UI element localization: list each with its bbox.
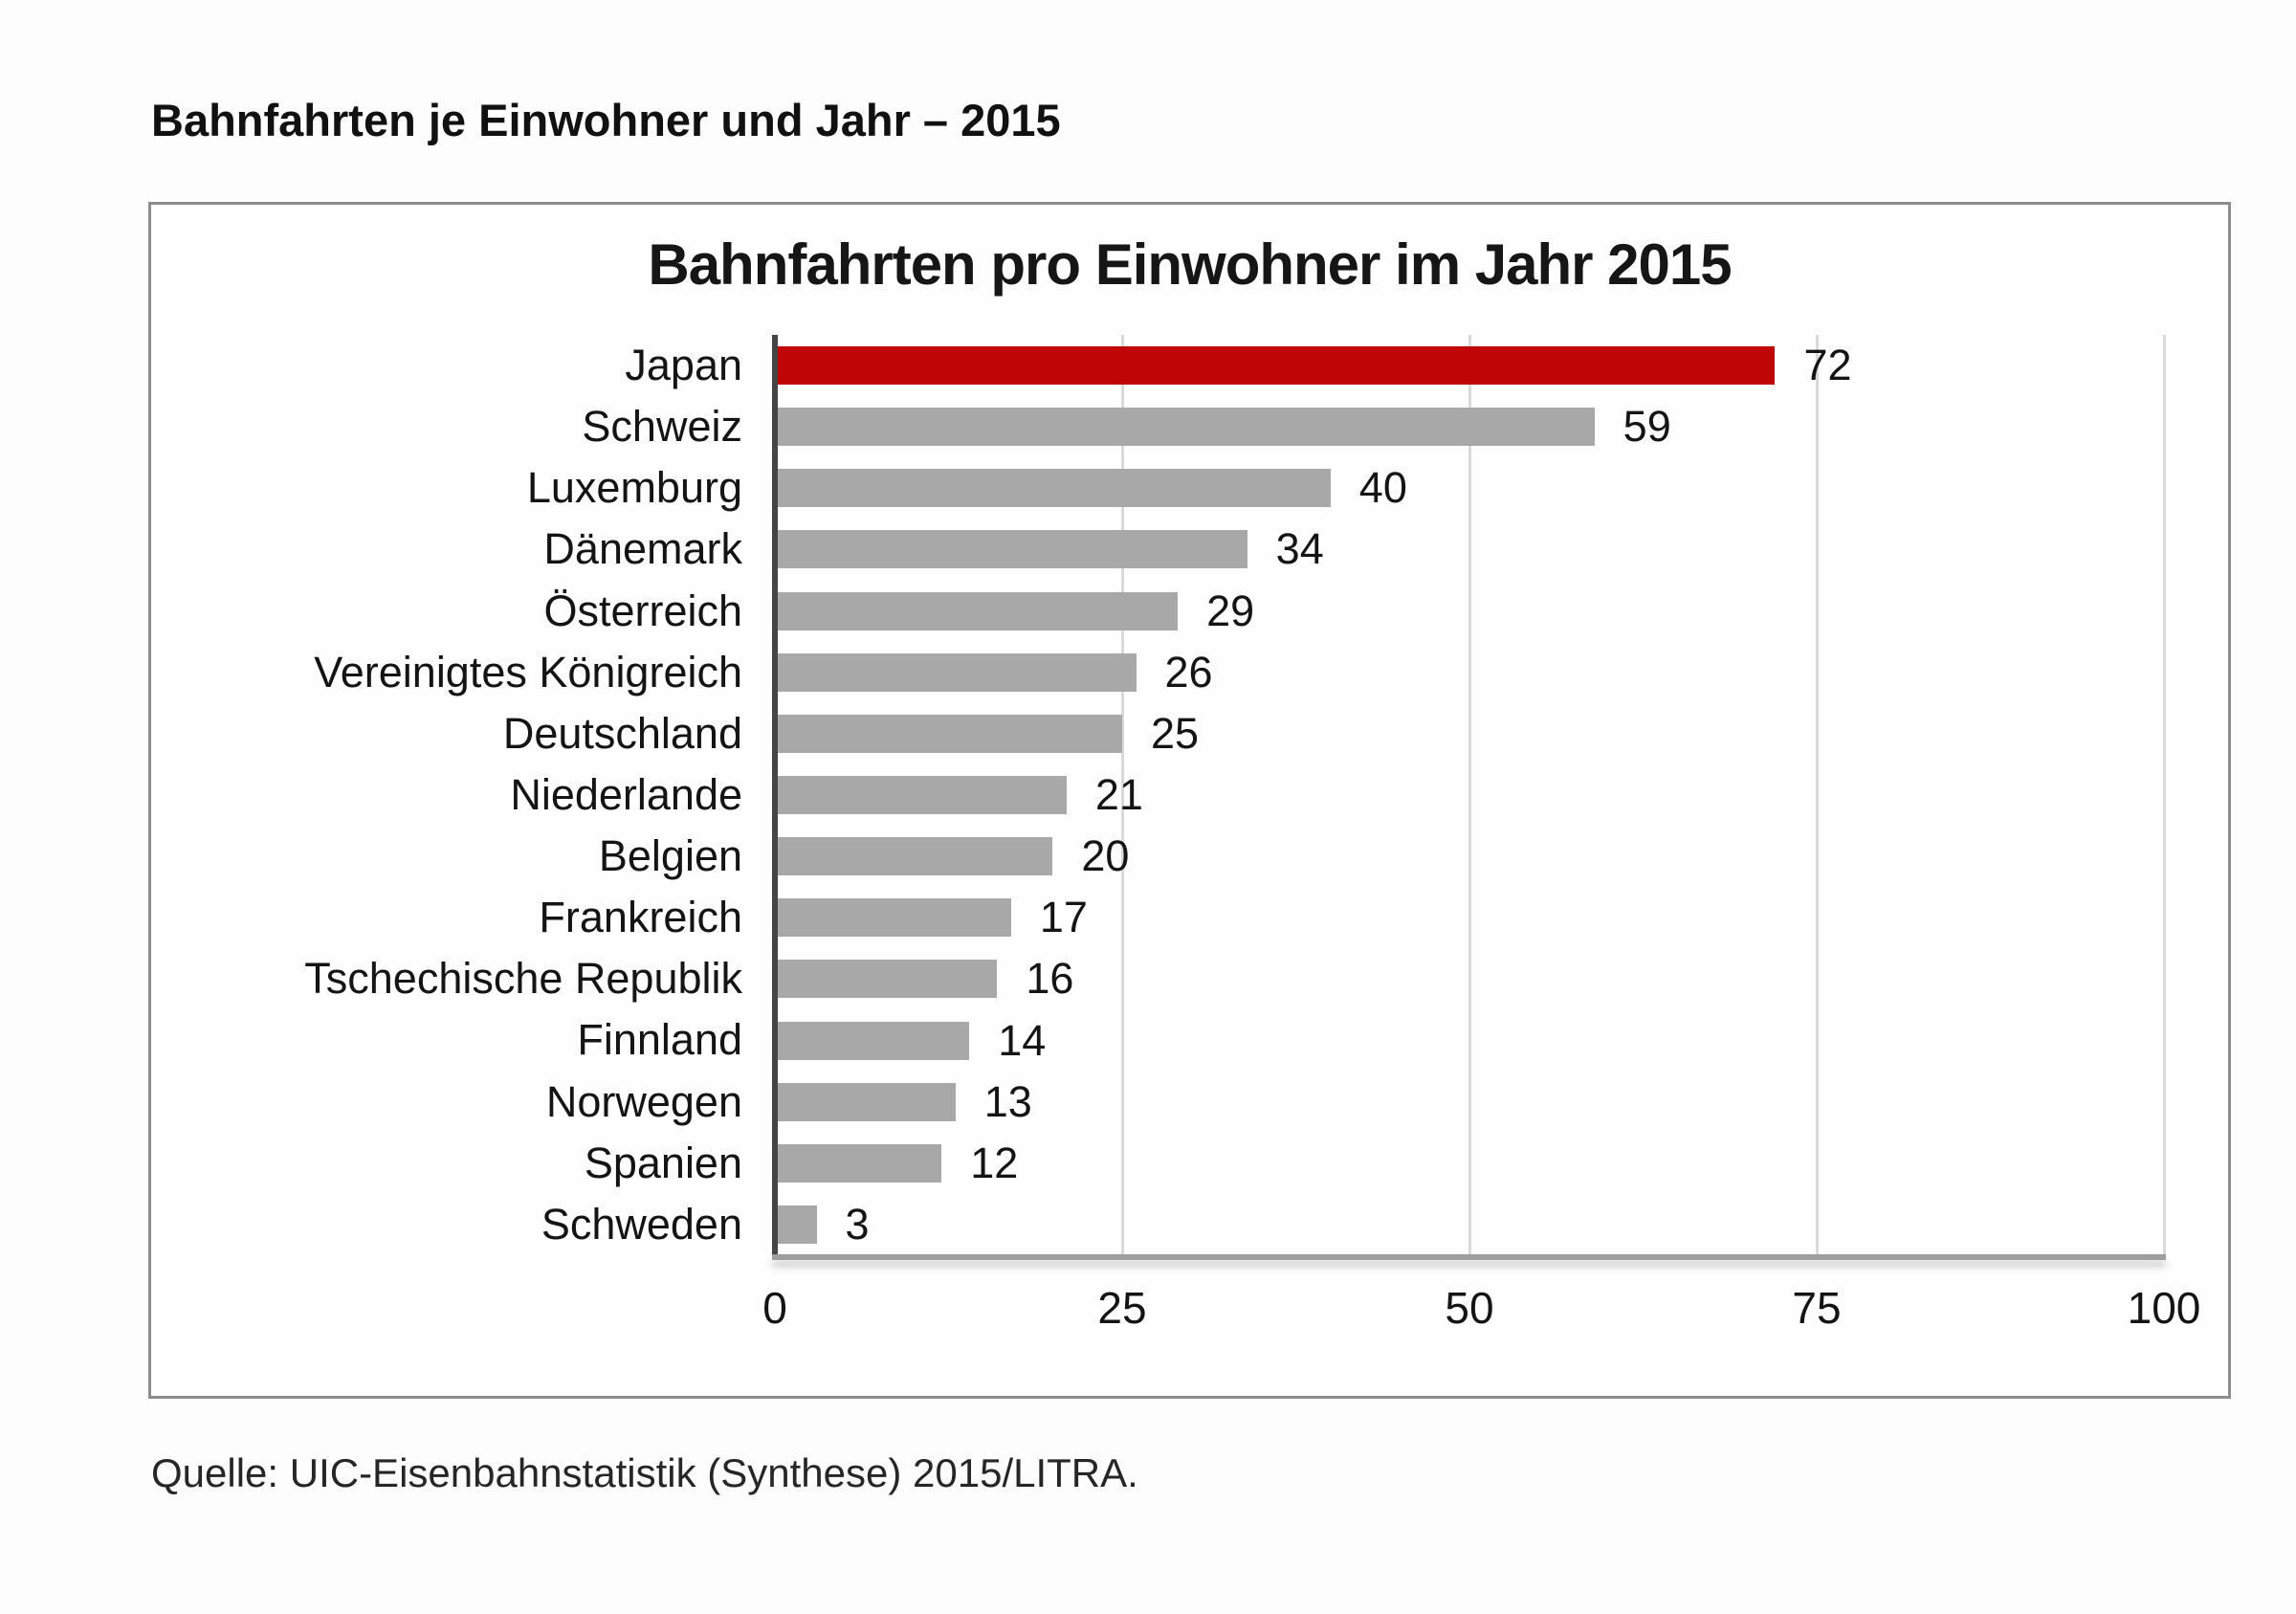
bar-row: 12: [775, 1133, 2164, 1194]
category-label: Finnland: [577, 1015, 742, 1065]
bar: [775, 1205, 817, 1244]
bar-row: 21: [775, 764, 2164, 826]
category-label: Luxemburg: [526, 463, 742, 513]
value-label: 12: [970, 1138, 1019, 1187]
bar-row: 25: [775, 703, 2164, 764]
x-tick-label: 0: [762, 1283, 787, 1333]
bar: [775, 652, 1137, 692]
bar: [775, 898, 1011, 938]
gridline: [2163, 335, 2166, 1255]
chart-title: Bahnfahrten pro Einwohner im Jahr 2015: [648, 232, 1732, 297]
bar: [775, 837, 1053, 876]
x-axis-line: [772, 1254, 2166, 1260]
x-tick-label: 100: [2127, 1283, 2201, 1333]
value-label: 26: [1164, 647, 1213, 696]
category-label: Schweiz: [582, 402, 742, 452]
value-label: 14: [998, 1015, 1047, 1065]
x-axis-ticks: 0 25 50 75 100: [762, 1282, 2200, 1339]
bar-row: 20: [775, 826, 2164, 887]
bar-row: 3: [775, 1194, 2164, 1255]
category-label: Tschechische Republik: [304, 954, 742, 1004]
bar-row: 40: [775, 457, 2164, 519]
category-label: Frankreich: [539, 893, 742, 942]
gridline: [1468, 335, 1471, 1255]
category-label: Dänemark: [543, 524, 742, 574]
bar-row: 17: [775, 887, 2164, 948]
category-label: Deutschland: [502, 708, 742, 758]
bar: [775, 469, 1331, 508]
bar-row: 29: [775, 581, 2164, 642]
bar-row: 59: [775, 396, 2164, 457]
category-label: Schweden: [541, 1199, 742, 1249]
category-label: Belgien: [598, 831, 742, 881]
category-label: Japan: [625, 341, 742, 389]
category-label: Spanien: [584, 1138, 742, 1187]
bar-row: 16: [775, 948, 2164, 1009]
bar: [775, 1143, 942, 1183]
category-label: Vereinigtes Königreich: [314, 647, 742, 696]
value-label: 16: [1026, 954, 1074, 1004]
page-heading: Bahnfahrten je Einwohner und Jahr – 2015: [151, 95, 1061, 145]
source-note: Quelle: UIC-Eisenbahnstatistik (Synthese…: [151, 1450, 1138, 1495]
x-tick-label: 25: [1097, 1283, 1147, 1333]
bar-row: 72: [775, 335, 2164, 396]
category-label: Österreich: [543, 586, 742, 635]
value-label: 13: [983, 1076, 1032, 1126]
value-label: 17: [1039, 893, 1088, 942]
bar-row: 34: [775, 519, 2164, 580]
bar-row: 26: [775, 642, 2164, 703]
bar: [775, 591, 1179, 630]
plot-area: 72 59 40 34 29 26 25 21 20 17 16 14 13 12 3: [772, 335, 2166, 1260]
value-label: 3: [845, 1199, 870, 1249]
bar: [775, 1082, 956, 1121]
value-label: 25: [1151, 708, 1200, 758]
value-label: 72: [1803, 341, 1852, 390]
value-label: 20: [1081, 831, 1130, 881]
value-label: 21: [1094, 769, 1143, 819]
value-label: 40: [1358, 463, 1407, 513]
gridline: [1816, 335, 1819, 1255]
category-label: Niederlande: [510, 769, 742, 819]
chart-frame: Bahnfahrten pro Einwohner im Jahr 2015 J…: [148, 202, 2231, 1399]
bar: [775, 1021, 970, 1060]
x-tick-label: 75: [1792, 1283, 1842, 1333]
bar: [775, 408, 1595, 447]
bar: [775, 346, 1776, 386]
value-label: 59: [1623, 402, 1671, 452]
bar: [775, 714, 1122, 753]
x-tick-label: 50: [1445, 1283, 1494, 1333]
value-label: 34: [1275, 524, 1324, 574]
bar-row: 14: [775, 1009, 2164, 1071]
bar-row: 13: [775, 1072, 2164, 1133]
category-label: Norwegen: [545, 1076, 742, 1126]
bar: [775, 530, 1247, 569]
value-label: 29: [1206, 586, 1255, 635]
bar: [775, 960, 998, 999]
y-axis-line: [772, 335, 778, 1258]
gridline: [1121, 335, 1124, 1255]
bar: [775, 775, 1067, 814]
category-labels: Japan Schweiz Luxemburg Dänemark Österreich V…: [151, 335, 742, 1255]
